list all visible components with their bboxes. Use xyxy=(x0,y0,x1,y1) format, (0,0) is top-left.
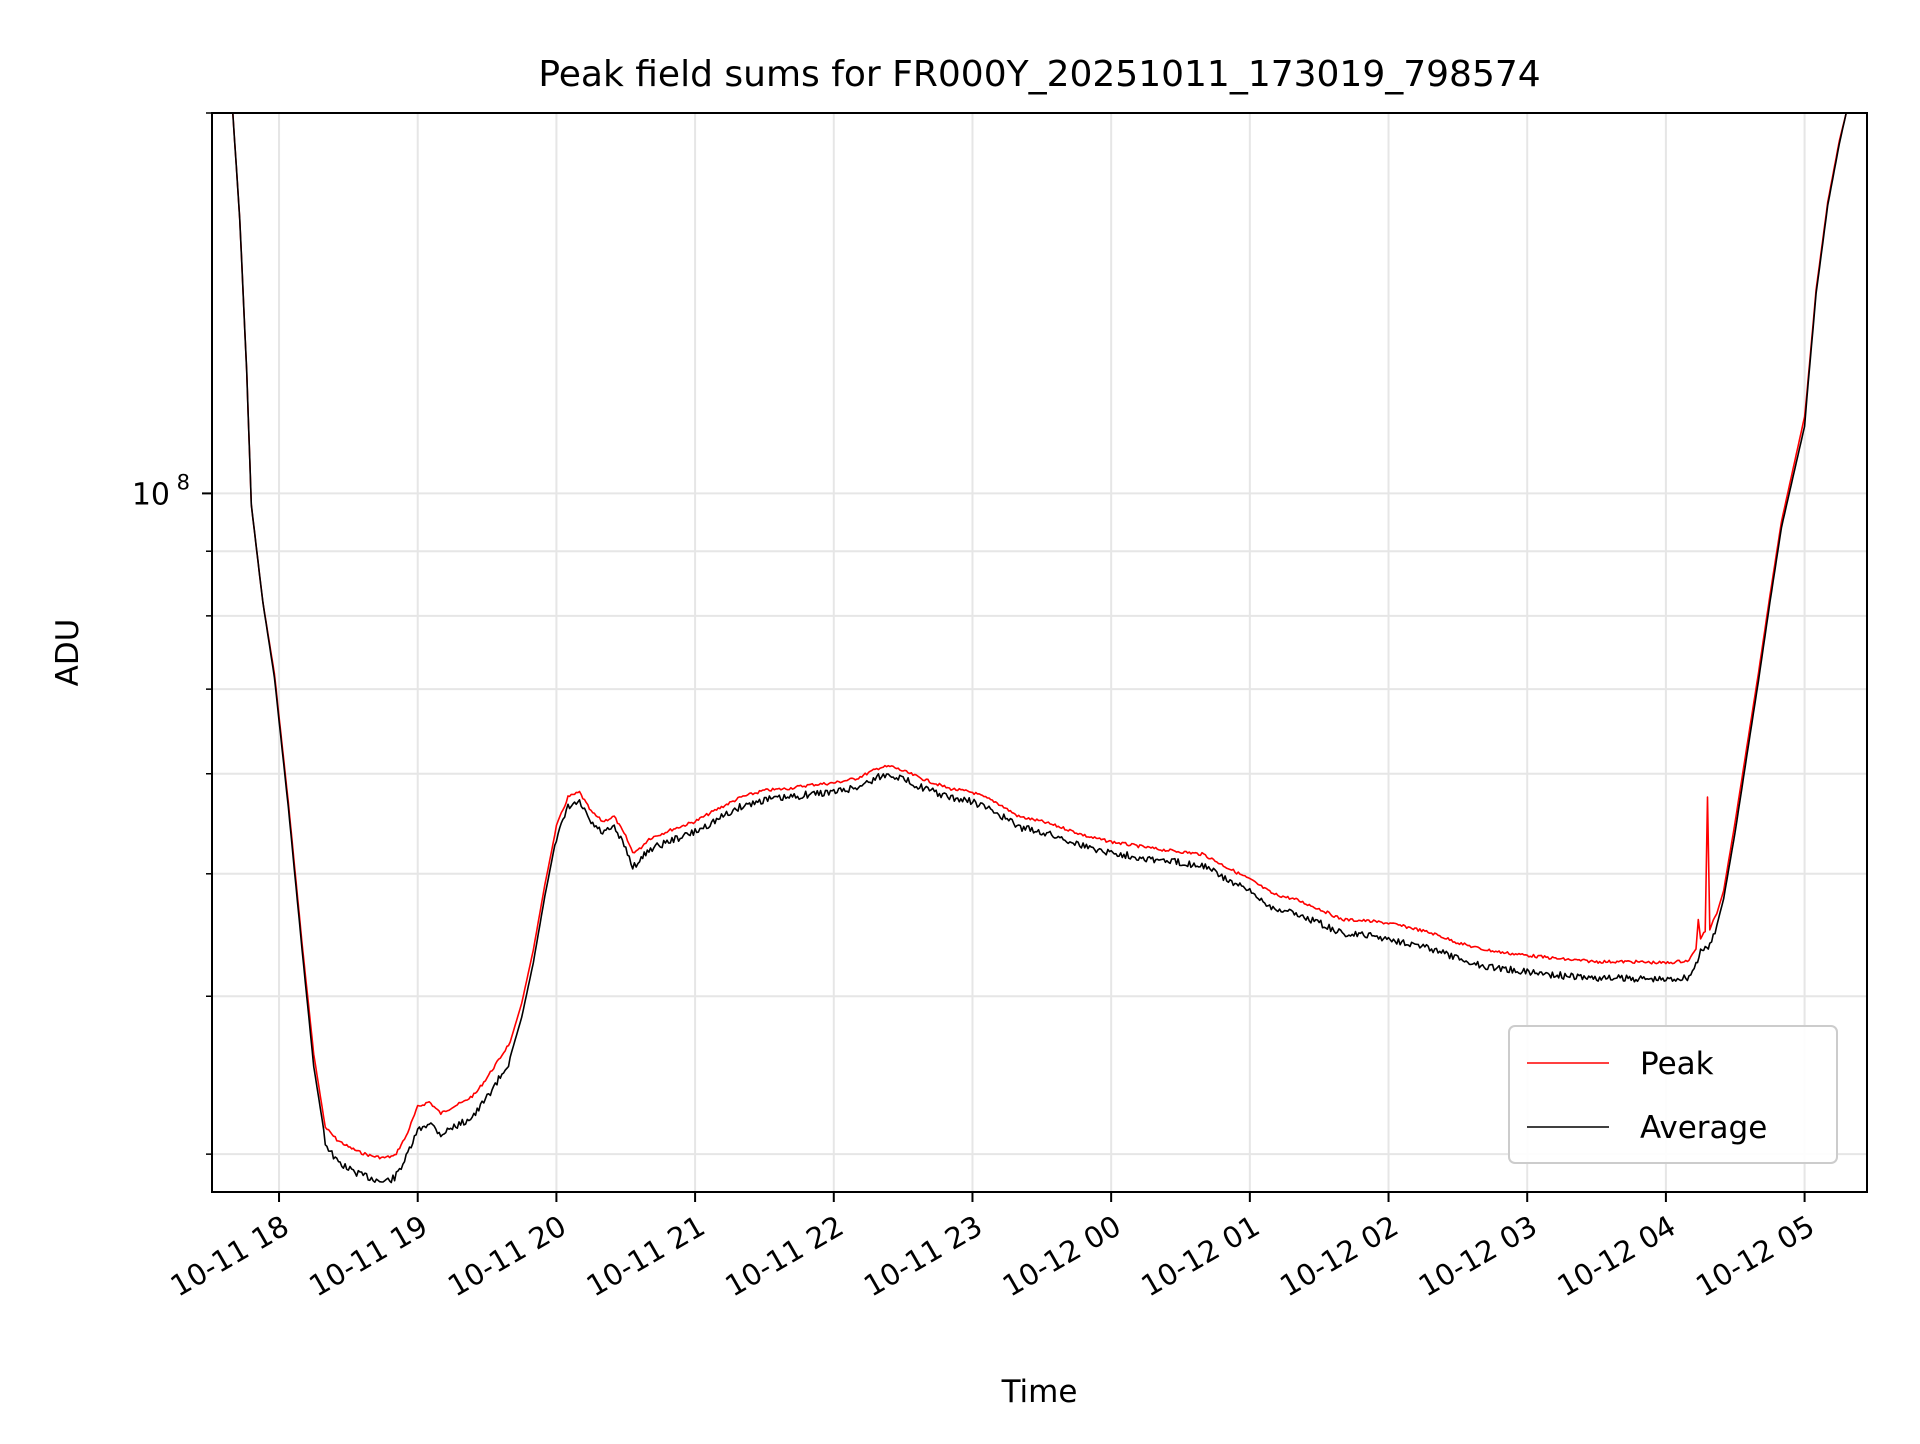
legend: Peak Average xyxy=(1508,1025,1838,1164)
series-lines xyxy=(232,113,1847,1184)
legend-label-average: Average xyxy=(1640,1110,1767,1146)
series-line-peak xyxy=(232,113,1847,1160)
plot-area xyxy=(232,113,1847,1184)
series-line-average xyxy=(232,113,1847,1184)
legend-label-peak: Peak xyxy=(1640,1046,1714,1082)
y-tick-label: 10 xyxy=(132,477,170,512)
x-axis-label: Time xyxy=(1001,1374,1078,1410)
axes-frame xyxy=(211,112,1868,1193)
y-tick-base: 10 xyxy=(132,477,170,512)
y-axis-label: ADU xyxy=(50,619,86,687)
y-axis: 10 8 xyxy=(132,112,212,1155)
legend-box xyxy=(1508,1025,1838,1164)
chart-title: Peak field sums for FR000Y_20251011_1730… xyxy=(538,54,1540,95)
y-tick-exponent: 8 xyxy=(177,470,190,494)
